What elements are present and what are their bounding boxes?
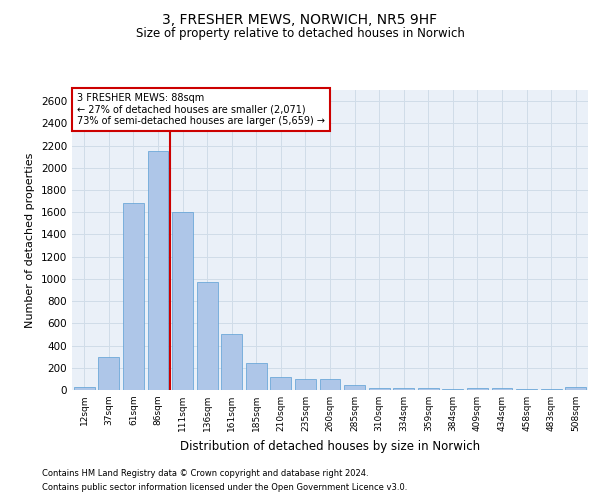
Bar (98, 356, 119, 390)
Bar (368, 388, 389, 390)
Bar (393, 388, 414, 390)
Bar (197, 282, 218, 390)
Bar (123, 204, 144, 390)
Bar (148, 151, 169, 390)
Bar (74, 387, 95, 390)
Bar (172, 212, 193, 390)
Bar (418, 388, 439, 390)
Bar (320, 379, 340, 390)
Bar (221, 334, 242, 390)
Bar (467, 388, 488, 390)
Bar (344, 385, 365, 390)
Text: Contains HM Land Registry data © Crown copyright and database right 2024.: Contains HM Land Registry data © Crown c… (42, 468, 368, 477)
X-axis label: Distribution of detached houses by size in Norwich: Distribution of detached houses by size … (180, 440, 480, 452)
Y-axis label: Number of detached properties: Number of detached properties (25, 152, 35, 328)
Text: Size of property relative to detached houses in Norwich: Size of property relative to detached ho… (136, 28, 464, 40)
Text: 3, FRESHER MEWS, NORWICH, NR5 9HF: 3, FRESHER MEWS, NORWICH, NR5 9HF (163, 12, 437, 26)
Bar (295, 379, 316, 390)
Text: Contains public sector information licensed under the Open Government Licence v3: Contains public sector information licen… (42, 484, 407, 492)
Bar (565, 387, 586, 390)
Text: 3 FRESHER MEWS: 88sqm
← 27% of detached houses are smaller (2,071)
73% of semi-d: 3 FRESHER MEWS: 88sqm ← 27% of detached … (77, 93, 325, 126)
Bar (442, 389, 463, 390)
Bar (491, 388, 512, 390)
Bar (271, 376, 292, 390)
Bar (246, 363, 267, 390)
